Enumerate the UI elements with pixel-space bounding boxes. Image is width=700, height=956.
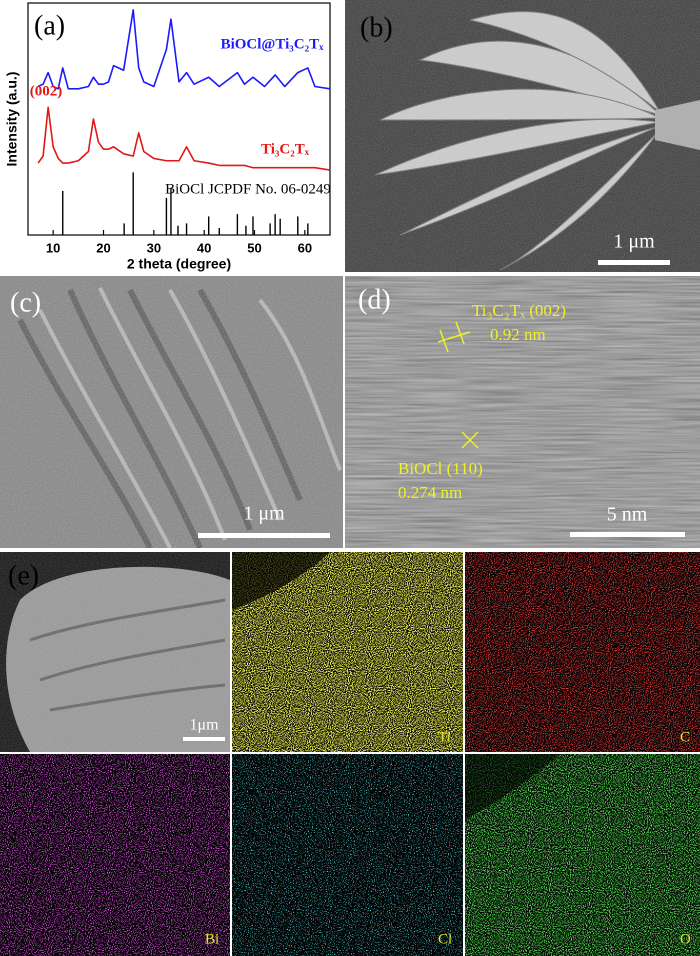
scale-bar-label: 1 μm	[613, 231, 655, 253]
annotation: 0.92 nm	[490, 325, 546, 344]
series-line	[37, 106, 331, 171]
element-label: Cl	[438, 931, 452, 947]
x-tick-label: 30	[147, 240, 161, 255]
panel-label: (c)	[10, 287, 41, 318]
annotation: BiOCl (110)	[398, 459, 483, 478]
reference-label: BiOCl JCPDF No. 06-0249	[165, 181, 331, 197]
xrd-chart: (a) 2 theta (degree) Intensity (a.u.) 10…	[0, 0, 343, 272]
x-tick-label: 10	[46, 240, 60, 255]
scale-bar-label: 1μm	[189, 717, 219, 734]
annotation: 0.274 nm	[398, 483, 462, 502]
panel-b	[345, 0, 700, 272]
element-label: C	[680, 729, 690, 745]
element-label: Bi	[205, 931, 219, 947]
element-label: O	[680, 931, 691, 947]
panel-c	[0, 276, 343, 548]
x-tick-label: 20	[96, 240, 110, 255]
scale-bar-label: 1 μm	[243, 503, 285, 525]
series-label: Ti₃C₂Tₓ	[261, 141, 310, 157]
panel-d	[345, 276, 700, 548]
annotation: Ti₃C₂Tₓ (002)	[472, 301, 566, 320]
x-tick-label: 60	[298, 240, 312, 255]
element-label: Ti	[438, 729, 451, 745]
panel-label: (a)	[34, 10, 65, 41]
y-axis-label: Intensity (a.u.)	[4, 72, 20, 167]
scale-bar-label: 5 nm	[607, 504, 648, 526]
series-label: BiOCl@Ti₃C₂Tₓ	[221, 36, 325, 52]
panel-label: (d)	[358, 284, 391, 315]
panel-e	[0, 552, 700, 956]
panel-label: (e)	[8, 560, 39, 591]
series-line	[37, 9, 331, 90]
x-tick-label: 40	[197, 240, 211, 255]
x-tick-label: 50	[247, 240, 261, 255]
x-axis-label: 2 theta (degree)	[127, 256, 231, 272]
peak-label: (002)	[30, 83, 63, 99]
panel-label: (b)	[360, 12, 393, 43]
